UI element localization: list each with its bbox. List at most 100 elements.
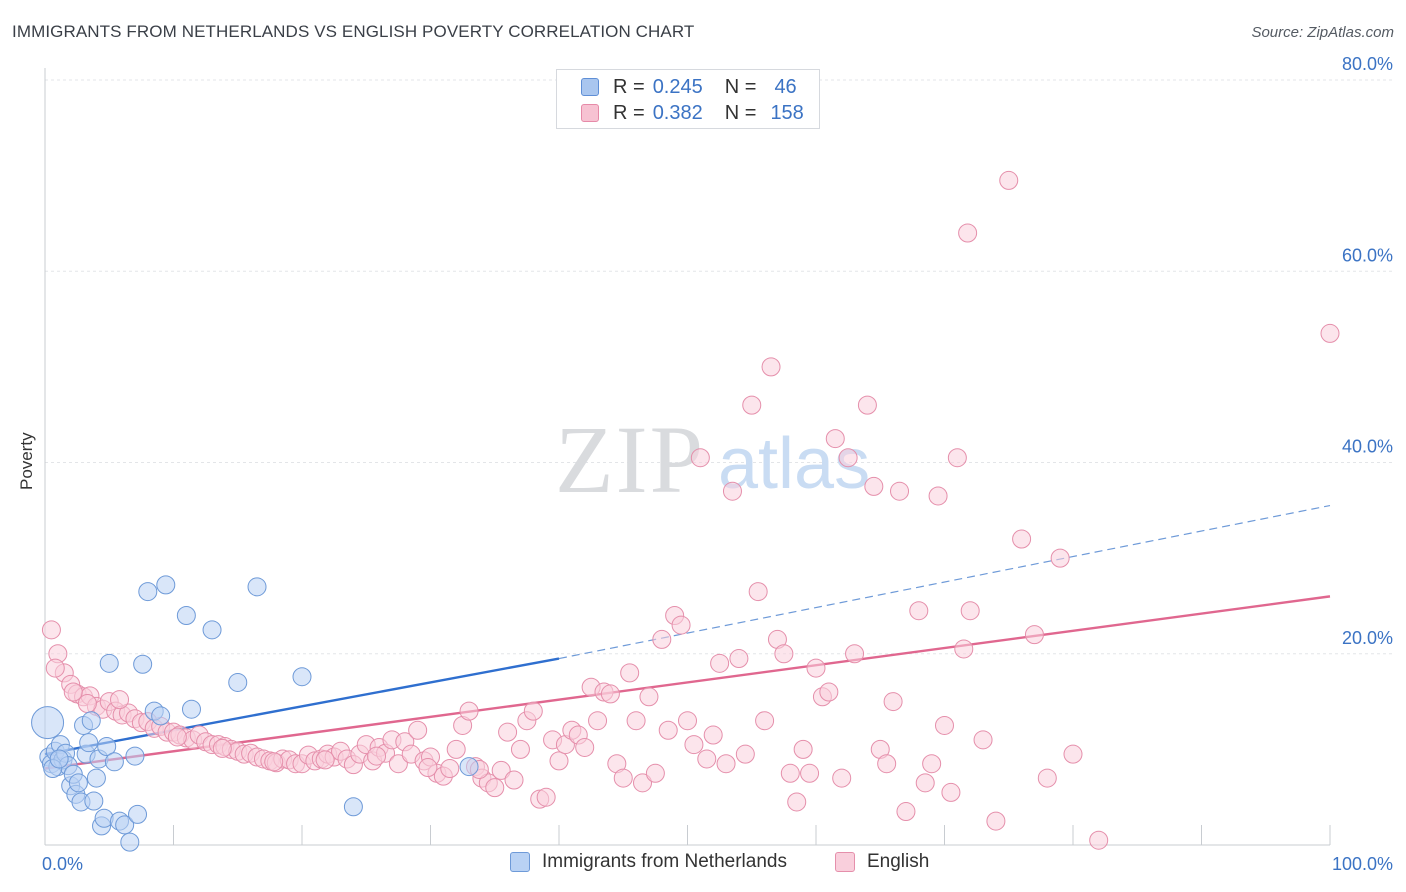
data-point	[787, 792, 807, 812]
watermark-zip: ZIP	[555, 406, 705, 513]
data-point	[774, 644, 794, 664]
data-point	[986, 811, 1006, 831]
data-point	[793, 739, 813, 759]
data-point	[755, 711, 775, 731]
data-point	[999, 170, 1019, 190]
data-point	[77, 693, 97, 713]
source-label: Source: ZipAtlas.com	[1251, 24, 1394, 41]
data-point	[151, 706, 171, 726]
data-point	[825, 429, 845, 449]
data-point	[1050, 548, 1070, 568]
data-point	[81, 711, 101, 731]
data-point	[446, 739, 466, 759]
data-point	[504, 770, 524, 790]
chart-title: IMMIGRANTS FROM NETHERLANDS VS ENGLISH P…	[12, 22, 695, 41]
netherlands-swatch	[581, 78, 599, 96]
legend-item-english[interactable]: English	[835, 851, 929, 873]
r-value: 0.245	[652, 75, 703, 98]
tick-labels: 20.0% 40.0% 60.0% 80.0% 0.0% 100.0%	[42, 54, 1393, 874]
data-point	[928, 486, 948, 506]
data-point	[896, 802, 916, 822]
grid-lines	[45, 79, 1392, 655]
data-point	[716, 754, 736, 774]
data-point	[99, 653, 119, 673]
data-point	[832, 768, 852, 788]
data-point	[722, 481, 742, 501]
data-point	[388, 754, 408, 774]
legend-label-english: English	[867, 851, 930, 872]
data-point	[523, 701, 543, 721]
data-point	[110, 690, 130, 710]
data-point	[703, 725, 723, 745]
stats-row-english: R = 0.382 N = 158	[581, 101, 804, 125]
data-point	[343, 797, 363, 817]
r-value: 0.382	[652, 101, 703, 124]
data-points	[31, 170, 1340, 852]
data-point	[459, 701, 479, 721]
data-point	[710, 653, 730, 673]
y-tick-label: 40.0%	[1342, 437, 1393, 457]
data-point	[63, 682, 83, 702]
data-point	[549, 751, 569, 771]
data-point	[819, 682, 839, 702]
data-point	[1320, 323, 1340, 343]
data-point	[958, 223, 978, 243]
data-point	[202, 620, 222, 640]
data-point	[761, 357, 781, 377]
data-point	[575, 737, 595, 757]
data-point	[909, 601, 929, 621]
data-point	[954, 639, 974, 659]
data-point	[883, 692, 903, 712]
data-point	[960, 601, 980, 621]
data-point	[292, 667, 312, 687]
legend-item-netherlands[interactable]: Immigrants from Netherlands	[510, 851, 787, 873]
data-point	[1089, 830, 1109, 850]
data-point	[97, 737, 117, 757]
trend-line	[44, 595, 1331, 770]
legend-swatch-netherlands	[510, 852, 530, 872]
data-point	[498, 722, 518, 742]
data-point	[86, 768, 106, 788]
n-label: N =	[724, 75, 757, 98]
data-point	[125, 746, 145, 766]
data-point	[408, 720, 428, 740]
data-point	[264, 752, 284, 772]
n-value: 158	[770, 101, 804, 124]
data-point	[49, 749, 69, 769]
data-point	[600, 684, 620, 704]
trend-line	[44, 657, 560, 756]
data-point	[1012, 529, 1032, 549]
y-axis-label: Poverty	[17, 432, 36, 490]
x-tick-label-left: 0.0%	[42, 854, 83, 874]
stats-row-netherlands: R = 0.245 N = 46	[581, 75, 797, 99]
trend-line-extension	[558, 504, 1331, 660]
data-point	[120, 832, 140, 852]
data-point	[857, 395, 877, 415]
data-point	[935, 715, 954, 735]
data-point	[890, 481, 910, 501]
data-point	[877, 754, 897, 774]
data-point	[626, 711, 646, 731]
data-point	[690, 448, 710, 468]
data-point	[79, 733, 99, 753]
data-point	[84, 791, 104, 811]
data-point	[94, 808, 114, 828]
data-point	[440, 759, 460, 778]
data-point	[973, 730, 993, 750]
data-point	[510, 739, 530, 759]
r-label: R =	[613, 75, 645, 98]
data-point	[128, 804, 148, 824]
data-point	[806, 658, 826, 678]
data-point	[181, 699, 201, 719]
trend-lines	[44, 504, 1331, 770]
data-point	[156, 575, 176, 595]
watermark: ZIP atlas	[555, 406, 870, 513]
data-point	[1024, 625, 1044, 645]
data-point	[735, 744, 755, 764]
data-point	[941, 782, 961, 802]
data-point	[68, 773, 88, 793]
data-point	[915, 773, 935, 793]
data-point	[588, 711, 608, 731]
data-point	[1037, 768, 1057, 788]
data-point	[247, 577, 267, 597]
